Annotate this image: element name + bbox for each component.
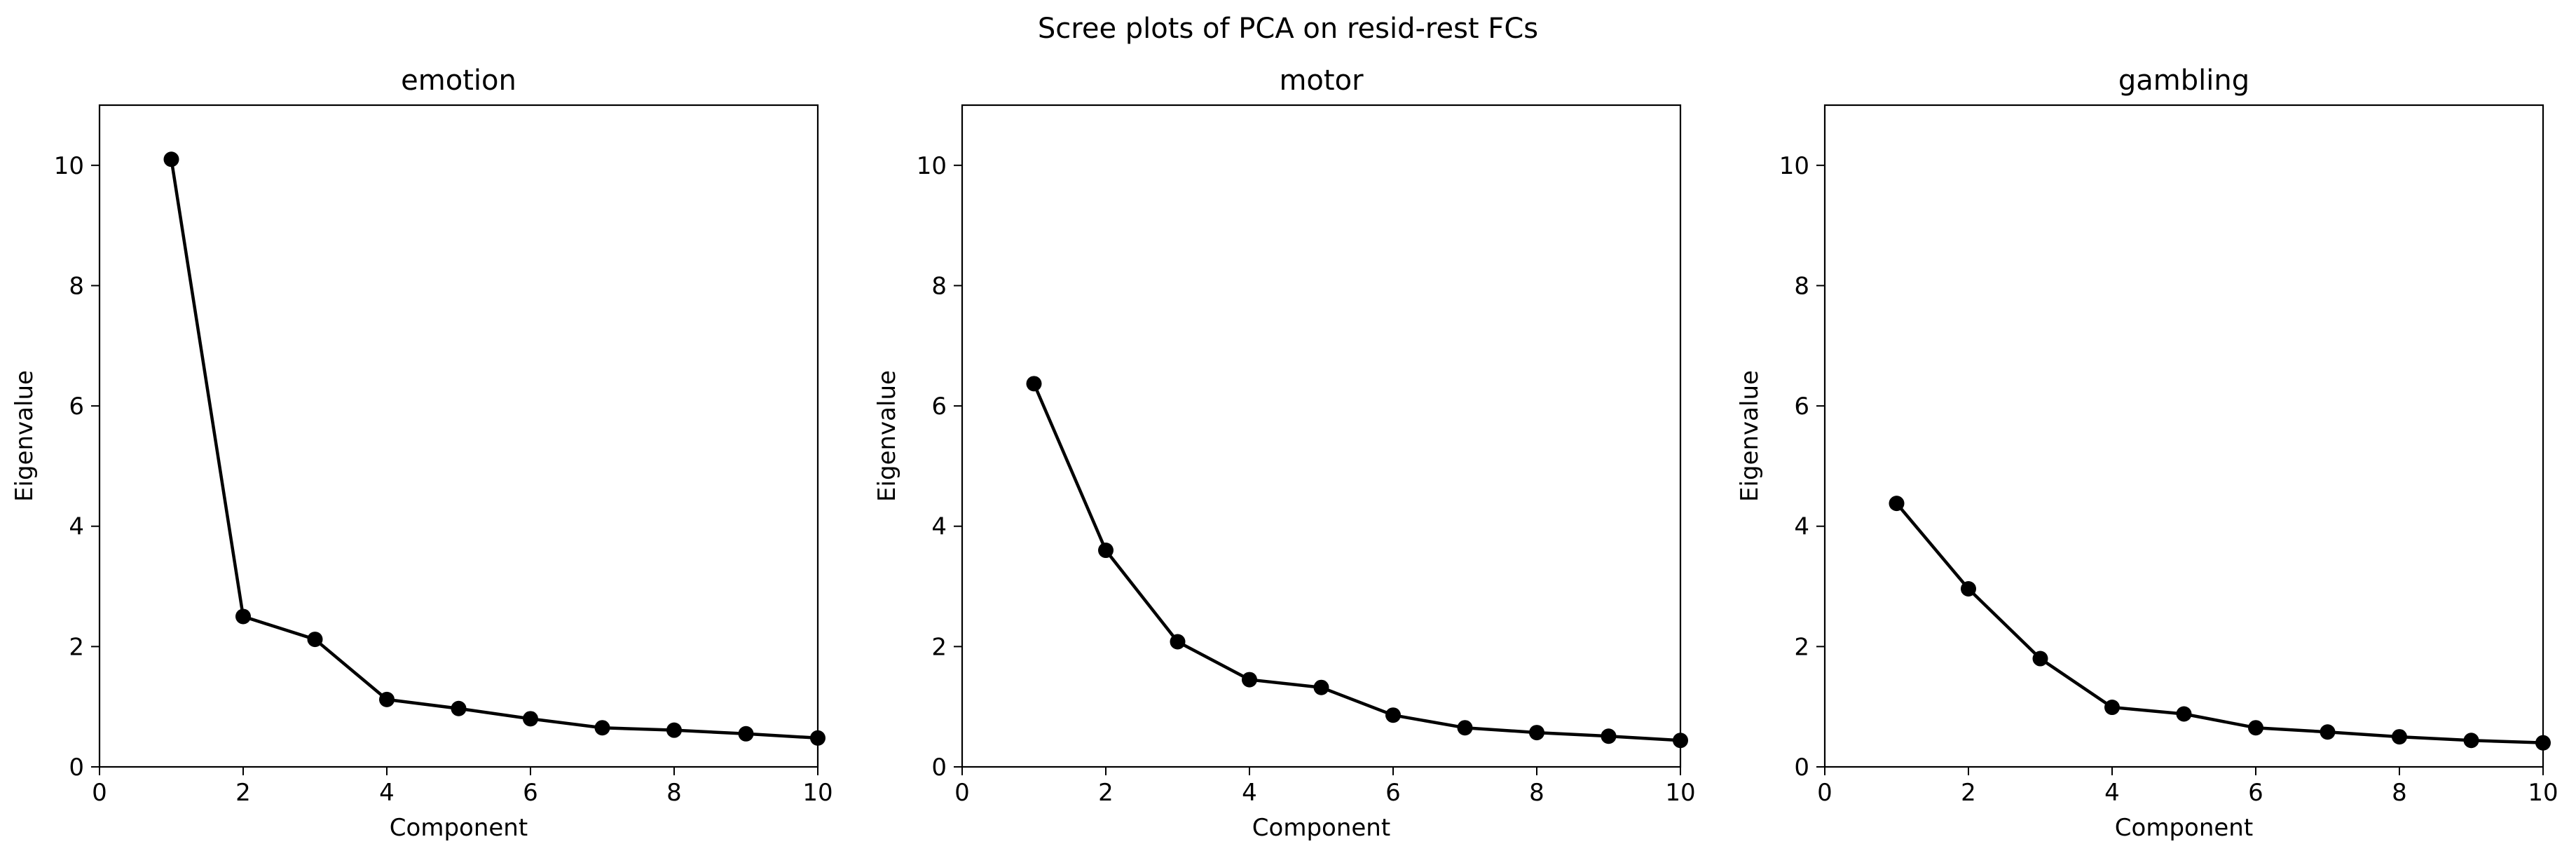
y-tick-label: 0 [1794,754,1809,782]
data-point-4 [2104,700,2120,716]
y-axis-label: Eigenvalue [1736,370,1764,502]
data-point-7 [1457,720,1473,736]
x-tick-label: 4 [379,779,395,807]
data-point-4 [1242,672,1257,688]
x-tick-label: 0 [92,779,107,807]
data-point-7 [2320,724,2336,740]
x-tick-label: 2 [1098,779,1114,807]
data-point-1 [1026,376,1042,392]
data-point-9 [738,726,754,742]
x-tick-label: 10 [2528,779,2558,807]
series-line [1032,383,1681,742]
subplot-title: gambling [2118,64,2249,97]
x-tick-label: 6 [523,779,538,807]
axes-frame [961,104,1682,768]
data-point-3 [307,632,323,648]
data-point-2 [1098,543,1114,559]
series-line [1895,502,2544,744]
x-tick-label: 4 [1242,779,1257,807]
x-tick-label: 6 [1385,779,1401,807]
data-point-5 [1313,679,1329,695]
data-point-6 [523,711,538,727]
y-tick-label: 8 [69,272,84,300]
axes-frame [1823,104,2544,768]
y-tick-label: 8 [1794,272,1809,300]
x-axis-label: Component [390,814,528,842]
data-point-8 [1529,725,1544,741]
y-tick-label: 4 [69,513,84,541]
data-point-2 [235,608,251,625]
data-point-9 [1601,728,1617,744]
y-tick-label: 6 [1794,393,1809,421]
y-tick-label: 10 [54,152,84,180]
axes-frame [98,104,819,768]
y-tick-label: 10 [917,152,947,180]
y-tick-label: 4 [931,513,947,541]
data-point-2 [1961,580,1976,597]
subplot-gambling: gambling 0 2 4 6 8 10 0 2 4 6 8 10 Component Eigenvalu… [1736,64,2558,842]
y-tick-label: 6 [931,393,947,421]
x-axis-label: Component [2115,814,2253,842]
data-point-1 [163,151,179,168]
y-tick-label: 6 [69,393,84,421]
series-line [170,158,818,740]
x-tick-label: 2 [1961,779,1976,807]
y-axis-label: Eigenvalue [11,370,39,502]
data-point-3 [2032,651,2048,667]
y-tick-label: 10 [1779,152,1809,180]
x-tick-label: 10 [802,779,833,807]
x-tick-label: 0 [1817,779,1832,807]
x-tick-label: 4 [2104,779,2120,807]
subplot-emotion: emotion 0 2 4 6 8 10 0 2 4 6 8 10 Component Eigenvalue [11,64,833,842]
x-tick-label: 6 [2248,779,2263,807]
data-point-4 [379,691,395,707]
data-point-5 [2176,706,2192,722]
y-tick-label: 4 [1794,513,1809,541]
data-point-7 [594,720,610,736]
subplot-title: motor [1279,64,1364,97]
y-axis-label: Eigenvalue [873,370,901,502]
y-tick-label: 0 [931,754,947,782]
y-tick-label: 0 [69,754,84,782]
data-point-6 [1385,707,1401,723]
data-point-9 [2463,733,2479,749]
y-tick-label: 2 [69,633,84,661]
data-point-8 [666,722,682,738]
subplot-motor: motor 0 2 4 6 8 10 0 2 4 6 8 10 Component Eigenvalue [873,64,1696,842]
x-tick-label: 8 [2392,779,2407,807]
data-point-1 [1889,496,1905,512]
data-point-3 [1170,634,1186,650]
x-tick-label: 2 [235,779,251,807]
x-axis-label: Component [1252,814,1390,842]
data-point-6 [2248,720,2263,736]
y-tick-label: 2 [931,633,947,661]
subplot-title: emotion [401,64,516,97]
x-tick-label: 8 [1529,779,1544,807]
y-tick-label: 2 [1794,633,1809,661]
subplots: emotion 0 2 4 6 8 10 0 2 4 6 8 10 Component Eigenvalue… [11,64,2558,842]
x-tick-label: 8 [666,779,682,807]
y-tick-label: 8 [931,272,947,300]
x-tick-label: 0 [954,779,970,807]
data-point-8 [2392,729,2407,745]
figure-suptitle: Scree plots of PCA on resid-rest FCs [1038,13,1538,45]
x-tick-label: 10 [1665,779,1695,807]
data-point-5 [451,700,467,716]
